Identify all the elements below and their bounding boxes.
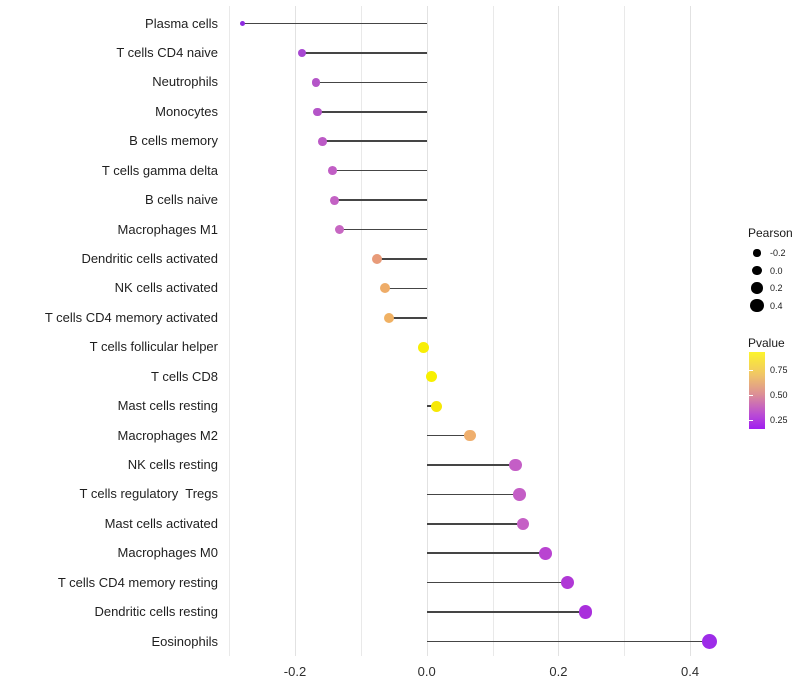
stem-segment (426, 493, 520, 496)
gridline-minor (360, 6, 362, 656)
gridline-major (295, 6, 296, 656)
stem-segment (385, 287, 427, 290)
stem-segment (339, 228, 427, 231)
stem-segment (426, 640, 710, 643)
data-point-dot (539, 546, 553, 560)
gridline-major (690, 6, 692, 656)
gridline-minor (229, 6, 231, 656)
data-point-dot (380, 283, 391, 294)
colorbar-label: 0.50 (770, 390, 788, 400)
y-axis-label: T cells CD4 naive (116, 44, 218, 60)
stem-segment (426, 581, 568, 584)
data-point-dot (239, 20, 245, 27)
legend-size-entry: 0.0 (748, 262, 800, 280)
y-axis-label: B cells naive (145, 192, 218, 208)
y-axis-label: B cells memory (129, 133, 218, 149)
legend-size-dot (753, 249, 761, 257)
x-axis-tick-label: 0.0 (417, 664, 436, 679)
y-axis-label: Eosinophils (151, 633, 219, 649)
y-axis-label: T cells regulatory Tregs (79, 486, 218, 502)
data-point-dot (318, 136, 327, 146)
stem-segment (322, 140, 427, 142)
y-axis-label: T cells gamma delta (101, 162, 218, 178)
y-axis-label: NK cells activated (114, 280, 218, 296)
y-axis-label: T cells CD8 (151, 368, 218, 384)
data-point-dot (384, 312, 395, 323)
stem-segment (301, 52, 427, 54)
data-point-dot (516, 517, 530, 531)
stem-segment (426, 434, 471, 437)
legend-size-label: 0.0 (770, 265, 783, 276)
legend-size-title: Pearson (748, 226, 793, 240)
legend-size-dot (752, 265, 762, 276)
gridline-major (426, 6, 428, 656)
x-axis-tick-label: -0.2 (283, 664, 307, 679)
data-point-dot (431, 400, 443, 412)
data-point-dot (297, 48, 306, 57)
y-axis-label: Macrophages M2 (117, 427, 218, 443)
stem-segment (332, 169, 427, 172)
legend-color-title: Pvalue (748, 336, 785, 350)
y-axis-label: Plasma cells (145, 15, 218, 31)
legend-size-dot (751, 282, 763, 294)
legend-size-entry: 0.2 (748, 279, 800, 297)
data-point-dot (426, 371, 438, 383)
pvalue-colorbar (749, 352, 765, 429)
legend-size-entry: 0.4 (748, 297, 800, 315)
data-point-dot (561, 576, 575, 590)
stem-segment (316, 81, 427, 84)
colorbar-tick (749, 420, 753, 421)
y-axis-label: Macrophages M0 (117, 545, 218, 561)
data-point-dot (513, 488, 526, 501)
y-axis-label: NK cells resting (127, 456, 218, 472)
data-point-dot (578, 605, 593, 619)
y-axis-label: T cells CD4 memory activated (44, 309, 218, 325)
data-point-dot (509, 458, 522, 472)
legend-size-label: 0.2 (770, 283, 783, 293)
stem-segment (377, 258, 427, 260)
y-axis-label: T cells CD4 memory resting (57, 574, 218, 590)
colorbar-tick (749, 395, 753, 396)
legend-size-label: -0.2 (770, 248, 786, 258)
data-point-dot (464, 429, 476, 442)
data-point-dot (372, 253, 383, 264)
y-axis-label: Dendritic cells resting (94, 604, 218, 620)
y-axis-label: Monocytes (155, 103, 218, 119)
x-axis-tick-label: 0.2 (549, 664, 568, 679)
stem-segment (389, 317, 427, 319)
legend-size-entry: -0.2 (748, 244, 800, 262)
data-point-dot (330, 195, 339, 205)
stem-segment (426, 523, 523, 525)
data-point-dot (702, 634, 718, 650)
x-axis-tick-label: 0.4 (681, 664, 700, 679)
y-axis-label: Neutrophils (152, 74, 218, 90)
y-axis-label: Mast cells resting (117, 398, 218, 414)
data-point-dot (328, 166, 337, 176)
colorbar-tick (749, 370, 753, 371)
legend-size-dot (750, 298, 764, 313)
y-axis-label: Mast cells activated (104, 515, 218, 531)
data-point-dot (311, 78, 321, 87)
data-point-dot (417, 341, 429, 353)
y-axis-label: Dendritic cells activated (81, 250, 218, 266)
y-axis-label: Macrophages M1 (117, 221, 218, 237)
gridline-minor (492, 6, 494, 656)
gridline-minor (624, 6, 626, 656)
stem-segment (426, 611, 586, 613)
y-axis-label: T cells follicular helper (89, 339, 218, 355)
colorbar-label: 0.75 (770, 365, 788, 375)
stem-segment (334, 199, 427, 201)
data-point-dot (335, 224, 345, 235)
data-point-dot (313, 107, 322, 116)
gridline-major (558, 6, 560, 656)
stem-segment (317, 111, 427, 113)
legend-size-label: 0.4 (770, 300, 783, 311)
stem-segment (242, 22, 427, 25)
stem-segment (426, 552, 546, 554)
colorbar-label: 0.25 (770, 415, 788, 425)
stem-segment (426, 464, 516, 466)
